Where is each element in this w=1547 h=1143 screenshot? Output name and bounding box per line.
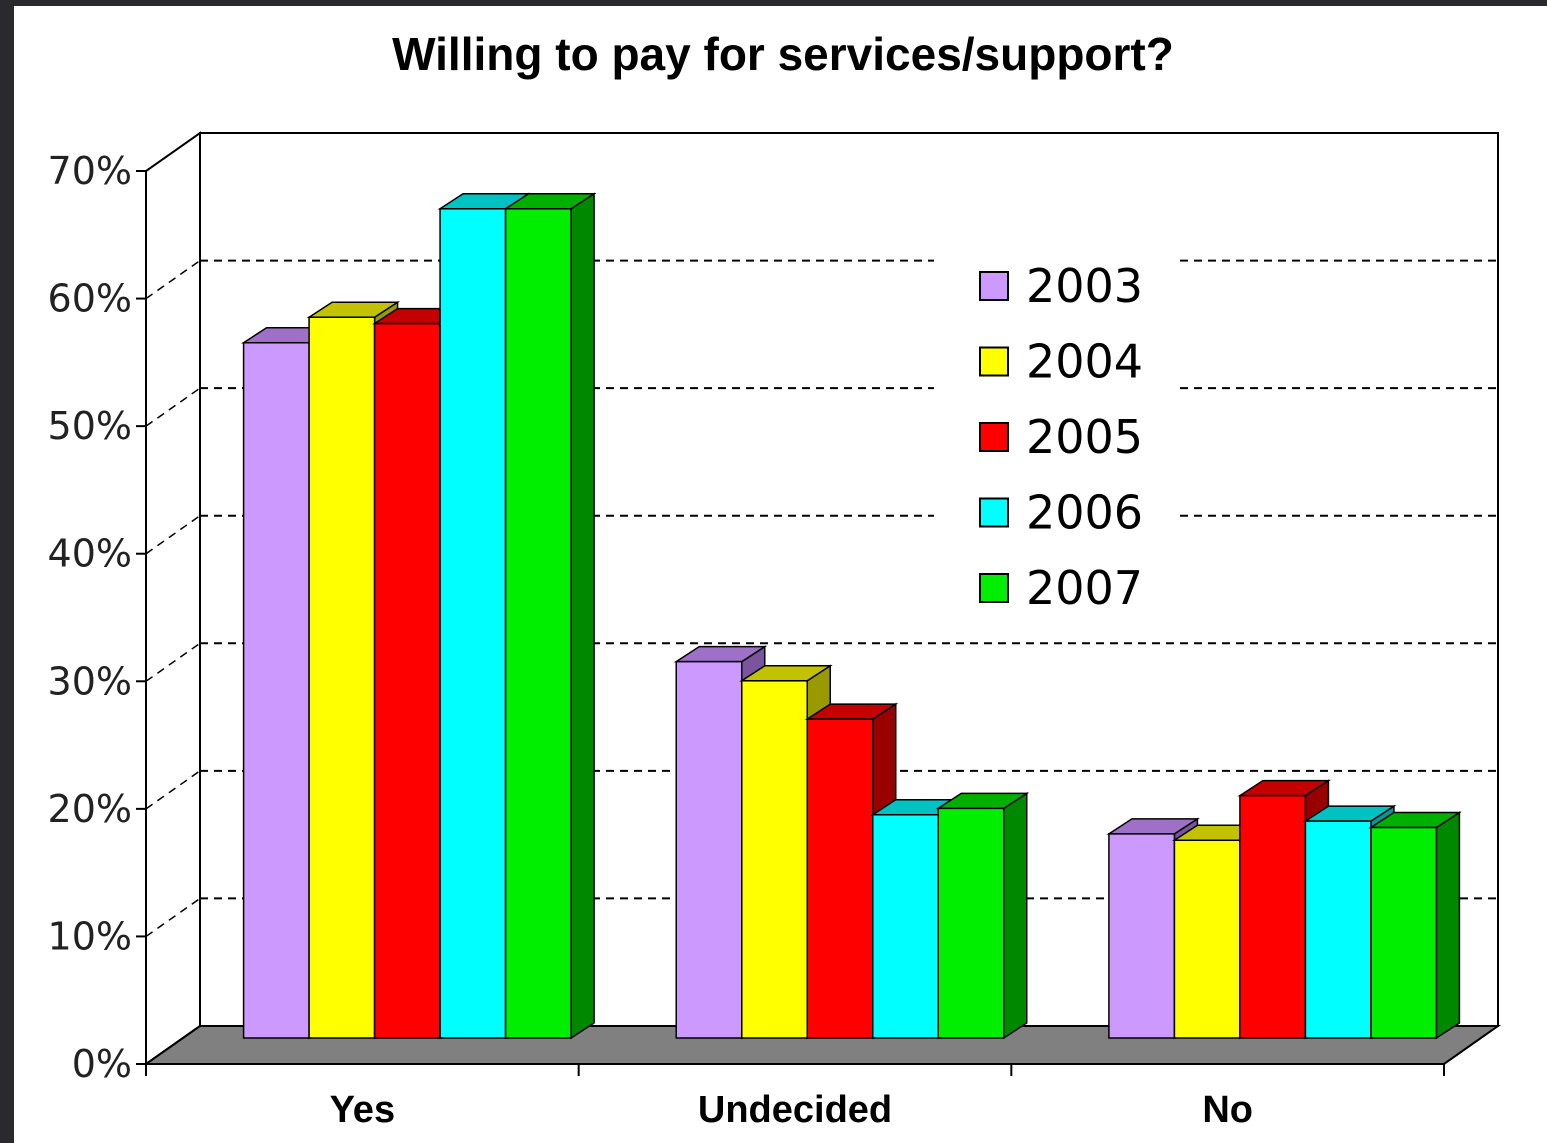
gridline-side bbox=[145, 515, 201, 555]
chart-title: Willing to pay for services/support? bbox=[392, 28, 1174, 80]
legend-swatch bbox=[979, 573, 1009, 603]
bar bbox=[1368, 811, 1462, 1040]
chart: Willing to pay for services/support? 0% 1… bbox=[48, 28, 1502, 1131]
legend-box bbox=[934, 254, 1179, 629]
gridline-side bbox=[145, 897, 201, 938]
bar-front bbox=[504, 208, 572, 1039]
legend-swatch bbox=[979, 346, 1009, 377]
bar-side bbox=[1003, 791, 1028, 1040]
bar-front bbox=[937, 807, 1005, 1039]
y-tick-label: 60% bbox=[48, 277, 132, 321]
bar bbox=[503, 192, 597, 1040]
gridline-side bbox=[145, 259, 201, 300]
bar-side bbox=[570, 192, 595, 1040]
bar-front bbox=[675, 660, 743, 1039]
chart-frame: Willing to pay for services/support? 0% 1… bbox=[14, 6, 1547, 1143]
gridline-side bbox=[145, 387, 201, 427]
bar-front bbox=[373, 322, 441, 1039]
legend-label: 2005 bbox=[1026, 410, 1143, 464]
gridline-side bbox=[145, 642, 201, 682]
bar-front bbox=[308, 316, 376, 1039]
bar-front bbox=[806, 718, 874, 1039]
y-tick-label: 20% bbox=[48, 787, 132, 831]
gridline-side bbox=[145, 132, 201, 172]
gridline-side bbox=[145, 770, 201, 810]
bar-front bbox=[1239, 794, 1307, 1039]
bar bbox=[935, 791, 1030, 1040]
y-tick-label: 40% bbox=[48, 532, 132, 576]
y-tick-label: 30% bbox=[48, 659, 132, 703]
y-tick-label: 0% bbox=[72, 1042, 132, 1086]
legend-swatch bbox=[979, 422, 1009, 452]
legend-label: 2004 bbox=[1026, 335, 1143, 389]
y-tick-label: 70% bbox=[48, 149, 132, 193]
legend-swatch bbox=[979, 497, 1009, 528]
x-tick-label: No bbox=[1202, 1089, 1253, 1131]
bar-front bbox=[439, 208, 507, 1039]
y-tick-label: 10% bbox=[48, 914, 132, 958]
bar-front bbox=[1370, 826, 1438, 1039]
bar-front bbox=[1173, 839, 1241, 1039]
legend-label: 2003 bbox=[1026, 259, 1143, 313]
bar-front bbox=[872, 814, 939, 1039]
legend-swatch bbox=[979, 271, 1009, 301]
x-tick-label: Yes bbox=[330, 1089, 396, 1131]
bar-front bbox=[1304, 820, 1372, 1039]
legend-label: 2007 bbox=[1026, 561, 1143, 615]
side-wall bbox=[145, 131, 201, 1066]
bar-front bbox=[242, 341, 310, 1039]
x-tick-label: Undecided bbox=[698, 1089, 892, 1131]
y-tick-label: 50% bbox=[48, 404, 132, 448]
legend-label: 2006 bbox=[1026, 486, 1143, 540]
bar-front bbox=[741, 680, 808, 1039]
bar-side bbox=[1435, 811, 1461, 1040]
bar-front bbox=[1108, 833, 1176, 1039]
